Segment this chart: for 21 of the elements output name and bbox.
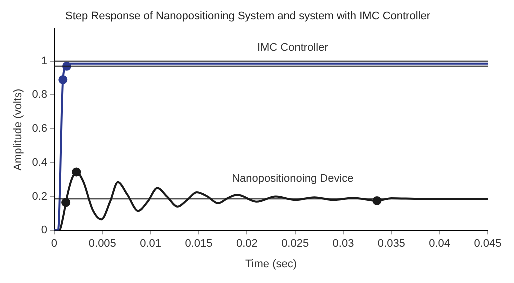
x-axis-title: Time (sec): [245, 258, 298, 270]
x-tick-label: 0.015: [185, 238, 213, 250]
x-tick-label: 0.045: [474, 238, 502, 250]
x-tick-label: 0.03: [332, 238, 354, 250]
y-tick-label: 0.4: [32, 156, 48, 169]
y-tick-label: 0: [41, 224, 48, 237]
x-tick-label: 0.035: [378, 238, 406, 250]
x-tick-label: 0: [51, 238, 58, 250]
chart-title: Step Response of Nanopositioning System and system with IMC Controller: [65, 10, 431, 23]
x-tick-label: 0.005: [88, 238, 116, 250]
x-tick-label: 0.04: [429, 238, 451, 250]
x-tick-label: 0.025: [282, 238, 310, 250]
y-tick-label: 0.8: [32, 89, 48, 102]
y-tick-label: 1: [41, 55, 48, 68]
y-axis-title: Amplitude (volts): [12, 88, 25, 171]
x-tick-label: 0.01: [140, 238, 162, 250]
x-tick-label: 0.02: [236, 238, 258, 250]
y-tick-label: 0.6: [32, 123, 48, 136]
annotation: IMC Controller: [257, 42, 329, 54]
annotation: Nanopositionoing Device: [232, 172, 354, 185]
y-tick-label: 0.2: [32, 190, 48, 203]
